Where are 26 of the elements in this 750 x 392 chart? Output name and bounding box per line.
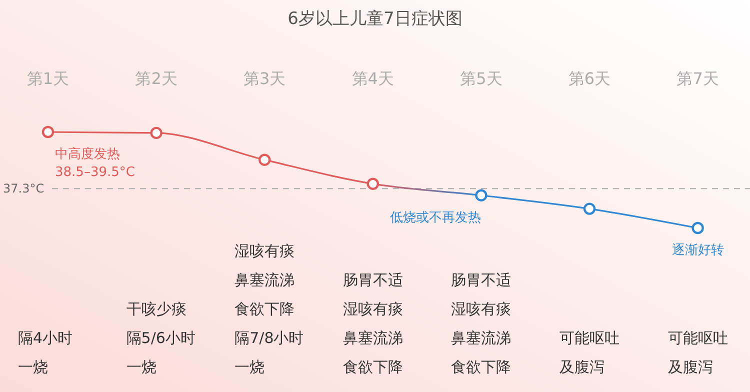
x-tick-label: 第7天	[676, 69, 719, 88]
chart-title: 6岁以上儿童7日症状图	[288, 9, 462, 29]
point	[366, 178, 379, 190]
x-tick-label: 第1天	[26, 69, 70, 88]
annotation: 逐渐好转	[672, 243, 724, 258]
annotation: 中高度发热 38.5–39.5°C	[55, 146, 135, 180]
point	[150, 126, 162, 140]
point	[583, 202, 596, 215]
x-tick-label: 第6天	[568, 69, 611, 88]
text: 可能呕吐及腹泻	[668, 329, 728, 376]
x-tick-label: 第2天	[135, 69, 178, 88]
x-tick-label: 第5天	[460, 69, 502, 88]
text: 肠胃不适湿咳有痰鼻塞流涕食欲下降	[342, 271, 403, 376]
text: 肠胃不适湿咳有痰鼻塞流涕食欲下降	[451, 271, 512, 376]
ref-line-label: 37.3°C	[3, 182, 44, 196]
annotation: 低烧或不再发热	[390, 210, 482, 226]
text: 湿咳有痰鼻塞流涕食欲下降隔7/8小时一烧	[234, 242, 304, 376]
x-tick-label: 第3天	[244, 69, 286, 88]
text: 干咳少痰隔5/6小时一烧	[126, 300, 196, 376]
point	[692, 222, 704, 234]
point	[42, 126, 54, 138]
x-tick-label: 第4天	[352, 69, 394, 88]
point	[258, 154, 271, 166]
point	[475, 189, 488, 202]
text: 可能呕吐及腹泻	[560, 329, 620, 376]
text: 隔4小时一烧	[18, 329, 73, 376]
